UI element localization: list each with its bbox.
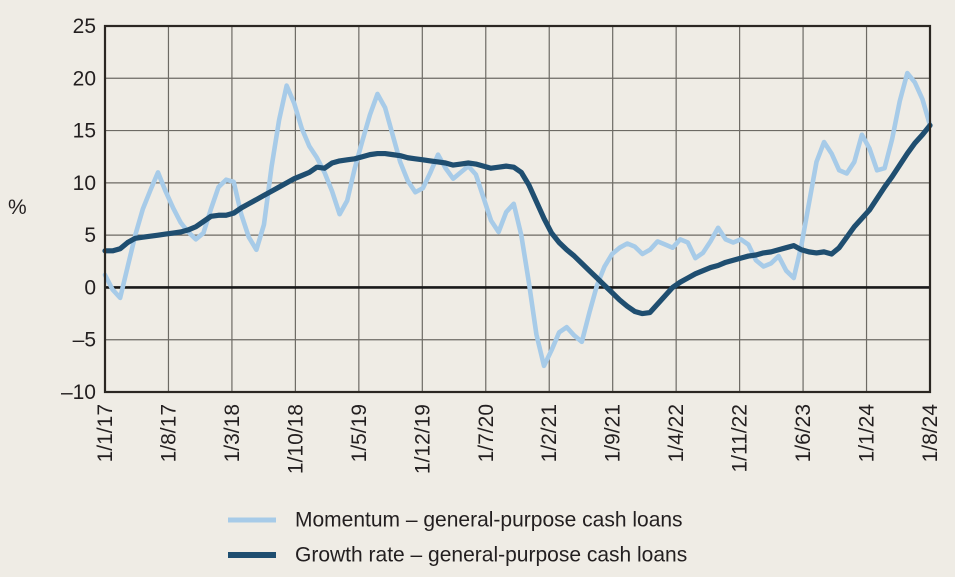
x-axis-tick-label: 1/4/22 (665, 404, 688, 462)
x-axis-tick-label: 1/8/17 (157, 404, 180, 462)
x-axis-tick-label: 1/8/24 (919, 404, 942, 463)
y-axis-tick-label: 25 (73, 15, 96, 38)
x-axis-tick-label: 1/10/18 (284, 404, 307, 474)
legend-label-momentum: Momentum – general-purpose cash loans (295, 509, 683, 532)
x-axis-tick-label: 1/12/19 (411, 404, 434, 474)
y-axis-tick-label: –5 (73, 329, 96, 352)
y-axis-tick-label: 10 (73, 172, 96, 195)
series-line-growth-rate (102, 122, 933, 317)
y-axis-tick-label: 20 (73, 67, 96, 90)
y-axis-tick-label: 5 (84, 224, 96, 247)
x-axis-tick-label: 1/3/18 (221, 404, 244, 462)
y-axis-tick-label: 15 (73, 120, 96, 143)
x-axis-tick-label: 1/9/21 (602, 404, 625, 462)
x-axis-tick-label: 1/1/24 (856, 404, 879, 463)
y-axis-tick-label: 0 (84, 276, 96, 299)
x-axis-tick-label: 1/6/23 (792, 404, 815, 462)
x-axis-tick-label: 1/7/20 (475, 404, 498, 462)
x-axis-tick-label: 1/2/21 (538, 404, 561, 462)
x-axis-tick-label: 1/11/22 (729, 404, 752, 473)
x-axis-tick-label: 1/5/19 (348, 404, 371, 462)
plot-area-frame (103, 24, 932, 394)
y-axis-tick-label: –10 (61, 381, 96, 404)
legend-label-growth-rate: Growth rate – general-purpose cash loans (295, 544, 687, 567)
x-axis-tick-label: 1/1/17 (94, 404, 117, 462)
series-line-momentum (102, 70, 933, 369)
y-axis-unit-label: % (8, 196, 27, 219)
